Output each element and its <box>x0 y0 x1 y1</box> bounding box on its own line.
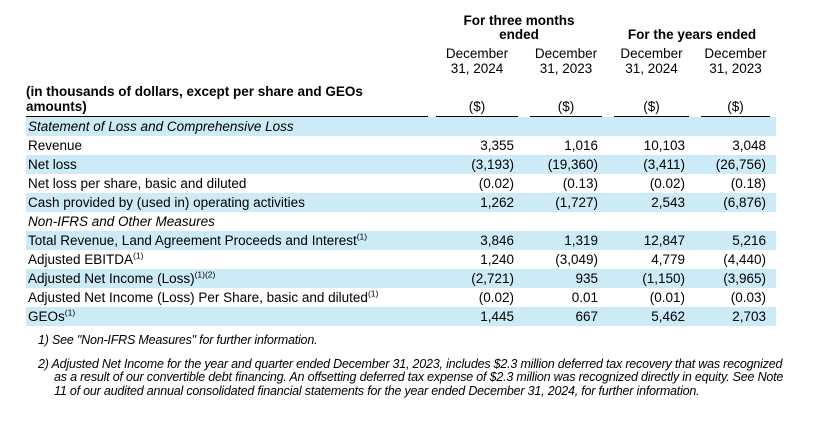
cell-value: 3,846 <box>480 233 514 248</box>
footnote-reference: (1) <box>64 307 76 318</box>
cell-value <box>430 212 524 231</box>
footnote-reference: (1) <box>133 250 144 261</box>
cell-value: (0.03) <box>730 290 767 305</box>
cell-value: 12,847 <box>643 233 685 248</box>
cell-value: 10,103 <box>643 138 685 153</box>
row-label: Statement of Loss and Comprehensive Loss <box>28 119 294 134</box>
table-row: Adjusted EBITDA(1) 1,240 (3,049) 4,779 (4,44… <box>26 250 776 269</box>
cell-value: 2,543 <box>651 195 685 210</box>
table-body: Statement of Loss and Comprehensive Loss… <box>26 117 777 326</box>
cell-value: 4,779 <box>651 252 685 267</box>
period-group-label: For three months ended <box>463 13 575 42</box>
unit-cell: ($) <box>430 76 524 117</box>
row-label-header-text: (in thousands of dollars, except per sha… <box>26 84 363 114</box>
footnote-reference: (1) <box>367 288 379 299</box>
cell-value <box>524 117 608 136</box>
cell-value: (3,193) <box>471 157 514 172</box>
cell-value <box>608 212 695 231</box>
footnote-reference: (1)(2) <box>194 269 216 280</box>
unit-cell: ($) <box>695 76 776 117</box>
column-header-q1: December 31, 2024 <box>445 46 509 76</box>
cell-value: 667 <box>575 309 598 324</box>
cell-value: 5,216 <box>732 233 767 248</box>
cell-value: 1,445 <box>480 309 514 324</box>
row-label: Revenue <box>28 138 83 153</box>
cell-value: 1,319 <box>564 233 598 248</box>
table-row: Revenue 3,355 1,016 10,103 3,048 <box>26 136 776 155</box>
row-label: Net loss per share, basic and diluted <box>28 176 247 191</box>
row-label: Adjusted Net Income (Loss) Per Share, ba… <box>28 288 379 305</box>
cell-value: (26,756) <box>715 157 767 172</box>
cell-value <box>608 117 695 136</box>
table-row: Adjusted Net Income (Loss) Per Share, ba… <box>26 288 776 307</box>
header-spacer <box>26 14 430 44</box>
cell-value: (0.13) <box>562 176 598 191</box>
column-header-row: December 31, 2024 December 31, 2023 Dece… <box>26 44 776 76</box>
column-header-y2: December 31, 2023 <box>704 46 767 76</box>
row-label: Non-IFRS and Other Measures <box>28 214 215 229</box>
table-row: Total Revenue, Land Agreement Proceeds a… <box>26 231 777 250</box>
cell-value: (19,360) <box>547 157 598 172</box>
cell-value: (1,150) <box>642 271 685 286</box>
footnote-reference: (1) <box>356 231 368 242</box>
cell-value: 1,016 <box>564 138 598 153</box>
table-row: Adjusted Net Income (Loss)(1)(2) (2,721) 9… <box>26 269 777 288</box>
cell-value: (1,727) <box>555 195 598 210</box>
footnote: 1) See "Non-IFRS Measures" for further i… <box>38 333 318 347</box>
cell-value: 0.01 <box>571 290 598 305</box>
row-label: Cash provided by (used in) operating act… <box>28 195 305 210</box>
cell-value: (0.02) <box>478 176 514 191</box>
table-row: Statement of Loss and Comprehensive Loss <box>26 117 777 136</box>
cell-value <box>695 117 776 136</box>
unit-cell: ($) <box>608 76 695 117</box>
cell-value: (3,049) <box>555 252 598 267</box>
cell-value: (0.18) <box>730 176 767 191</box>
row-label-header: (in thousands of dollars, except per sha… <box>26 76 430 117</box>
period-group-three-months: For three months ended <box>430 14 608 44</box>
cell-value: (6,876) <box>723 195 767 210</box>
financial-results-table: For three months ended For the years end… <box>26 14 777 326</box>
unit-row: (in thousands of dollars, except per sha… <box>26 76 776 117</box>
cell-value: 1,262 <box>480 195 514 210</box>
cell-value <box>695 212 776 231</box>
footnotes: 1) See "Non-IFRS Measures" for further i… <box>38 333 792 398</box>
cell-value: (3,965) <box>723 271 767 286</box>
cell-value: 935 <box>575 271 598 286</box>
row-label: Adjusted Net Income (Loss)(1)(2) <box>28 269 216 286</box>
cell-value: (0.02) <box>649 176 685 191</box>
period-group-label: For the years ended <box>627 27 757 42</box>
row-label: GEOs(1) <box>28 307 76 324</box>
table-row: Cash provided by (used in) operating act… <box>26 193 777 212</box>
period-group-row: For three months ended For the years end… <box>26 14 776 44</box>
cell-value <box>524 212 608 231</box>
cell-value: 5,462 <box>651 309 685 324</box>
table-row: GEOs(1) 1,445 667 5,462 2,703 <box>26 307 777 326</box>
table-row: Net loss (3,193) (19,360) (3,411) (26,756) <box>26 155 777 174</box>
footnote: 2) Adjusted Net Income for the year and … <box>38 356 784 398</box>
table-header: For three months ended For the years end… <box>26 14 776 117</box>
cell-value: (0.01) <box>649 290 685 305</box>
cell-value: 2,703 <box>732 309 767 324</box>
cell-value: (0.02) <box>478 290 514 305</box>
table-row: Non-IFRS and Other Measures <box>26 212 776 231</box>
column-header-q2: December 31, 2023 <box>534 46 598 76</box>
cell-value <box>430 117 524 136</box>
row-label: Net loss <box>28 157 77 172</box>
cell-value: 1,240 <box>480 252 514 267</box>
cell-value: (4,440) <box>723 252 767 267</box>
row-label: Total Revenue, Land Agreement Proceeds a… <box>28 231 368 248</box>
cell-value: (2,721) <box>471 271 514 286</box>
column-header-y1: December 31, 2024 <box>620 46 683 76</box>
table-row: Net loss per share, basic and diluted (0.… <box>26 174 776 193</box>
unit-cell: ($) <box>524 76 608 117</box>
row-label: Adjusted EBITDA(1) <box>28 250 144 267</box>
cell-value: 3,355 <box>480 138 514 153</box>
cell-value: 3,048 <box>732 138 767 153</box>
cell-value: (3,411) <box>643 157 685 172</box>
header-spacer <box>26 44 430 76</box>
period-group-years: For the years ended <box>608 14 776 44</box>
